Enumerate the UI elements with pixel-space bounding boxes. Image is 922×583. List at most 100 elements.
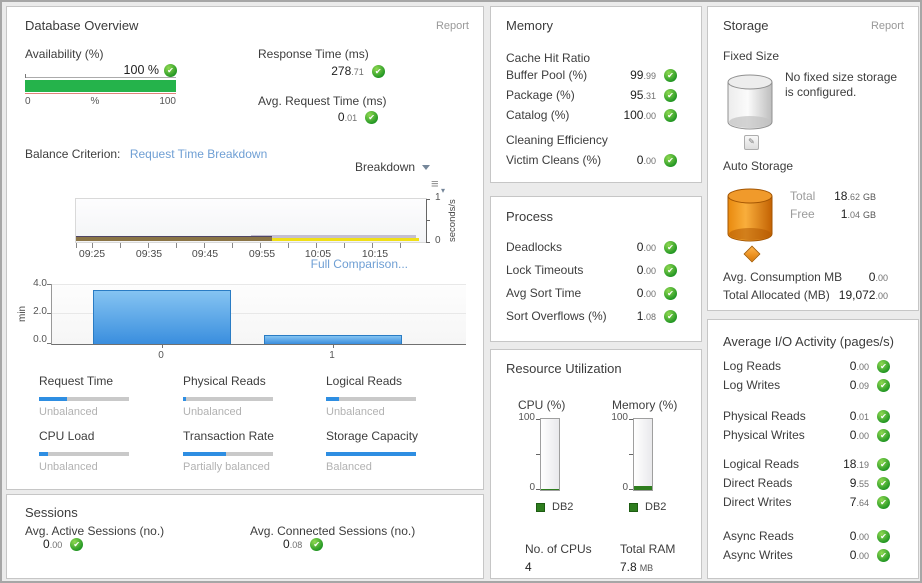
metric-label: Catalog (%) <box>506 108 570 122</box>
ok-check-icon <box>877 359 890 373</box>
metric-label: Log Reads <box>723 359 782 373</box>
report-link[interactable]: Report <box>870 20 904 32</box>
request-time-breakdown-chart[interactable] <box>75 198 430 243</box>
metric-row: Total Allocated (MB) 19,072.00 <box>723 287 888 303</box>
panel-title: Resource Utilization <box>506 361 622 376</box>
metric-value: 0.00 <box>849 359 869 373</box>
x-tick-label: 1 <box>329 350 335 361</box>
y-axis-tick <box>47 284 51 285</box>
balance-bar <box>39 397 129 401</box>
cpus-label: No. of CPUs <box>525 542 592 556</box>
axis-tick-label: % <box>90 96 100 107</box>
memory-gauge-fill <box>634 485 652 490</box>
metric-value: 18.19 <box>843 457 869 471</box>
metric-value: 7.64 <box>849 495 869 509</box>
metric-row: Buffer Pool (%) 99.99 <box>506 67 677 83</box>
y-axis-tick <box>629 454 633 455</box>
ok-check-icon <box>664 88 677 102</box>
edit-icon[interactable] <box>744 135 759 150</box>
balance-label: CPU Load <box>39 429 95 443</box>
metric-row: Avg. Consumption MB 0.00 <box>723 269 888 285</box>
metric-value: 19,072.00 <box>838 288 888 302</box>
bar-member-1 <box>264 334 402 344</box>
metric-row: Physical Writes 0.00 <box>723 427 890 443</box>
breakdown-dropdown-label: Breakdown <box>355 160 416 174</box>
balance-bar-fill <box>183 397 186 401</box>
y-axis-tick <box>629 419 633 420</box>
ok-check-icon <box>877 476 890 490</box>
y-tick-label: 4.0 <box>33 278 47 289</box>
ok-check-icon <box>877 409 890 423</box>
cpu-gauge-legend: DB2 <box>536 501 573 513</box>
report-link[interactable]: Report <box>435 20 469 32</box>
balance-status: Unbalanced <box>183 406 242 418</box>
metric-label: Sort Overflows (%) <box>506 309 607 323</box>
balance-status: Partially balanced <box>183 461 270 473</box>
full-comparison-link[interactable]: Full Comparison... <box>310 257 408 271</box>
metric-label: Logical Reads <box>723 457 800 471</box>
group-heading: Cleaning Efficiency <box>506 133 608 147</box>
x-axis-ticks <box>75 243 427 248</box>
cpu-gauge-fill <box>541 489 559 490</box>
chart-options-icon[interactable] <box>431 179 445 193</box>
free-row: Free 1.04 GB <box>790 207 876 221</box>
y-tick-label: 0 <box>622 482 628 493</box>
ok-check-icon <box>877 529 890 543</box>
total-label: Total <box>790 189 816 203</box>
database-overview-panel: Database Overview Report Availability (%… <box>6 6 484 490</box>
balance-label: Logical Reads <box>326 374 403 388</box>
x-tick-label: 10:15 <box>361 248 389 260</box>
metric-row: Logical Reads 18.19 <box>723 456 890 472</box>
y-axis-tick <box>536 454 540 455</box>
metric-value: 0.01 <box>849 409 869 423</box>
availability-value-row: 100 % <box>25 63 177 77</box>
balance-status: Unbalanced <box>39 406 98 418</box>
metric-value: 0.00 <box>636 286 656 300</box>
comparison-bar-chart[interactable] <box>47 284 466 348</box>
panel-title: Average I/O Activity (pages/s) <box>723 334 894 349</box>
x-axis-tick <box>162 344 163 348</box>
auto-storage-heading: Auto Storage <box>723 159 794 173</box>
memory-gauge-legend: DB2 <box>629 501 666 513</box>
balance-label: Request Time <box>39 374 114 388</box>
metric-row: Sort Overflows (%) 1.08 <box>506 308 677 324</box>
response-time-value: 278.71 <box>331 64 364 78</box>
bar-member-0 <box>93 289 231 344</box>
legend-label: DB2 <box>645 501 667 513</box>
balance-label: Transaction Rate <box>183 429 274 443</box>
y-tick-label: 0 <box>435 235 441 246</box>
active-sessions-value: 0.00 <box>43 537 63 551</box>
x-axis-tick <box>333 344 334 348</box>
balance-bar <box>183 452 273 456</box>
x-tick-label: 09:35 <box>135 248 163 260</box>
metric-label: Physical Reads <box>723 409 806 423</box>
availability-label: Availability (%) <box>25 47 104 61</box>
cpu-gauge-label: CPU (%) <box>518 398 566 412</box>
balance-bar-fill <box>39 397 67 401</box>
total-row: Total 18.62 GB <box>790 189 876 203</box>
balance-label: Physical Reads <box>183 374 266 388</box>
availability-value: 100 % <box>123 63 159 77</box>
breakdown-dropdown[interactable]: Breakdown <box>355 160 431 174</box>
balance-item: Physical Reads Unbalanced <box>183 374 313 418</box>
metric-row: Victim Cleans (%) 0.00 <box>506 152 677 168</box>
balance-status: Unbalanced <box>39 461 98 473</box>
y-axis-tick <box>536 489 540 490</box>
x-tick-label: 09:25 <box>78 248 106 260</box>
legend-swatch <box>536 502 545 512</box>
process-panel: Process Deadlocks 0.00 Lock Timeouts 0.0… <box>490 196 702 342</box>
memory-utilization-gauge <box>629 418 653 491</box>
y-axis-tick <box>629 489 633 490</box>
panel-title: Sessions <box>25 505 78 520</box>
connected-sessions-value: 0.08 <box>283 537 303 551</box>
ok-check-icon <box>664 286 677 300</box>
connected-sessions-label: Avg. Connected Sessions (no.) <box>250 524 416 538</box>
cpu-utilization-gauge <box>536 418 560 491</box>
ok-check-icon <box>365 110 379 124</box>
x-tick-label: 09:45 <box>191 248 219 260</box>
gauge-threshold-tick <box>25 74 26 78</box>
y-axis-label: seconds/s <box>447 199 458 242</box>
legend-label: DB2 <box>552 501 574 513</box>
chevron-down-icon <box>422 164 431 170</box>
balance-criterion-link[interactable]: Request Time Breakdown <box>129 147 268 161</box>
